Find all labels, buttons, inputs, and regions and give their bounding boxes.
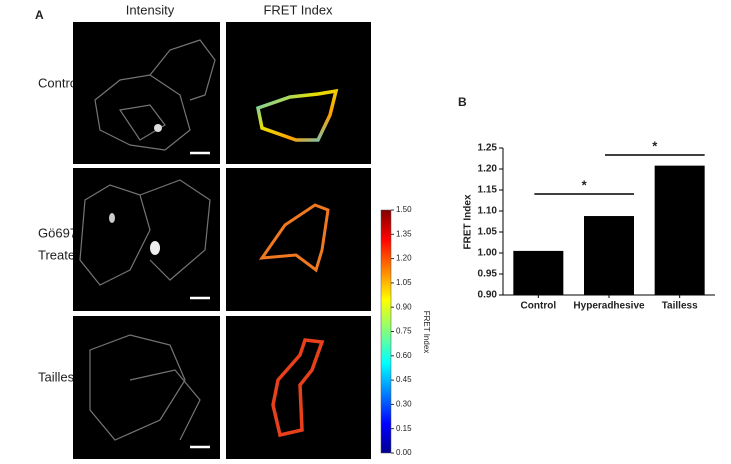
y-tick-label: 1.15 [478, 185, 498, 196]
significance-star: * [652, 138, 658, 153]
bar-chart: 0.90 0.95 1.00 1.05 1.10 1.15 1.20 1.25 Control H… [478, 138, 715, 312]
y-tick-label: 1.05 [478, 227, 498, 238]
y-tick-label: 1.00 [478, 248, 498, 259]
colorbar-tick-label: 0.00 [396, 448, 412, 457]
y-tick-label: 1.10 [478, 206, 498, 217]
colorbar-tick-label: 0.30 [396, 400, 412, 409]
column-header: FRET Index [263, 2, 333, 17]
y-tick-label: 0.90 [478, 290, 498, 301]
colorbar [380, 209, 392, 454]
significance-star: * [582, 177, 588, 192]
row-label: Gö6976 [38, 225, 84, 240]
colorbar-tick-label: 0.15 [396, 424, 412, 433]
y-tick-label: 1.20 [478, 164, 498, 175]
panel-label: B [458, 95, 467, 109]
y-tick-label: 0.95 [478, 269, 498, 280]
y-axis-label: FRET Index [463, 194, 474, 249]
colorbar-tick-label: 0.90 [396, 302, 412, 311]
x-tick-label: Hyperadhesive [573, 301, 645, 312]
colorbar-tick-label: 0.45 [396, 375, 412, 384]
column-header: Intensity [126, 2, 175, 17]
panel-label: A [35, 8, 44, 22]
colorbar-tick-label: 1.35 [396, 229, 412, 238]
x-tick-label: Tailless [662, 301, 698, 312]
y-tick-label: 1.25 [478, 143, 498, 154]
bar [513, 250, 564, 295]
bar [584, 216, 634, 295]
micrographs [73, 22, 371, 459]
colorbar-tick-label: 1.50 [396, 205, 412, 214]
colorbar-tick-label: 0.75 [396, 327, 412, 336]
row-label: Tailless [38, 369, 81, 384]
x-tick-label: Control [521, 301, 557, 312]
bar [654, 165, 705, 295]
row-label: Control [38, 75, 80, 90]
row-label: Treated [38, 247, 82, 262]
colorbar-label: FRET Index [422, 311, 431, 354]
colorbar-ticks: 0.00 0.15 0.30 0.45 0.60 0.75 0.90 1.05 1.20 1.35… [391, 205, 412, 457]
colorbar-tick-label: 1.05 [396, 278, 412, 287]
colorbar-tick-label: 1.20 [396, 254, 412, 263]
colorbar-tick-label: 0.60 [396, 351, 412, 360]
